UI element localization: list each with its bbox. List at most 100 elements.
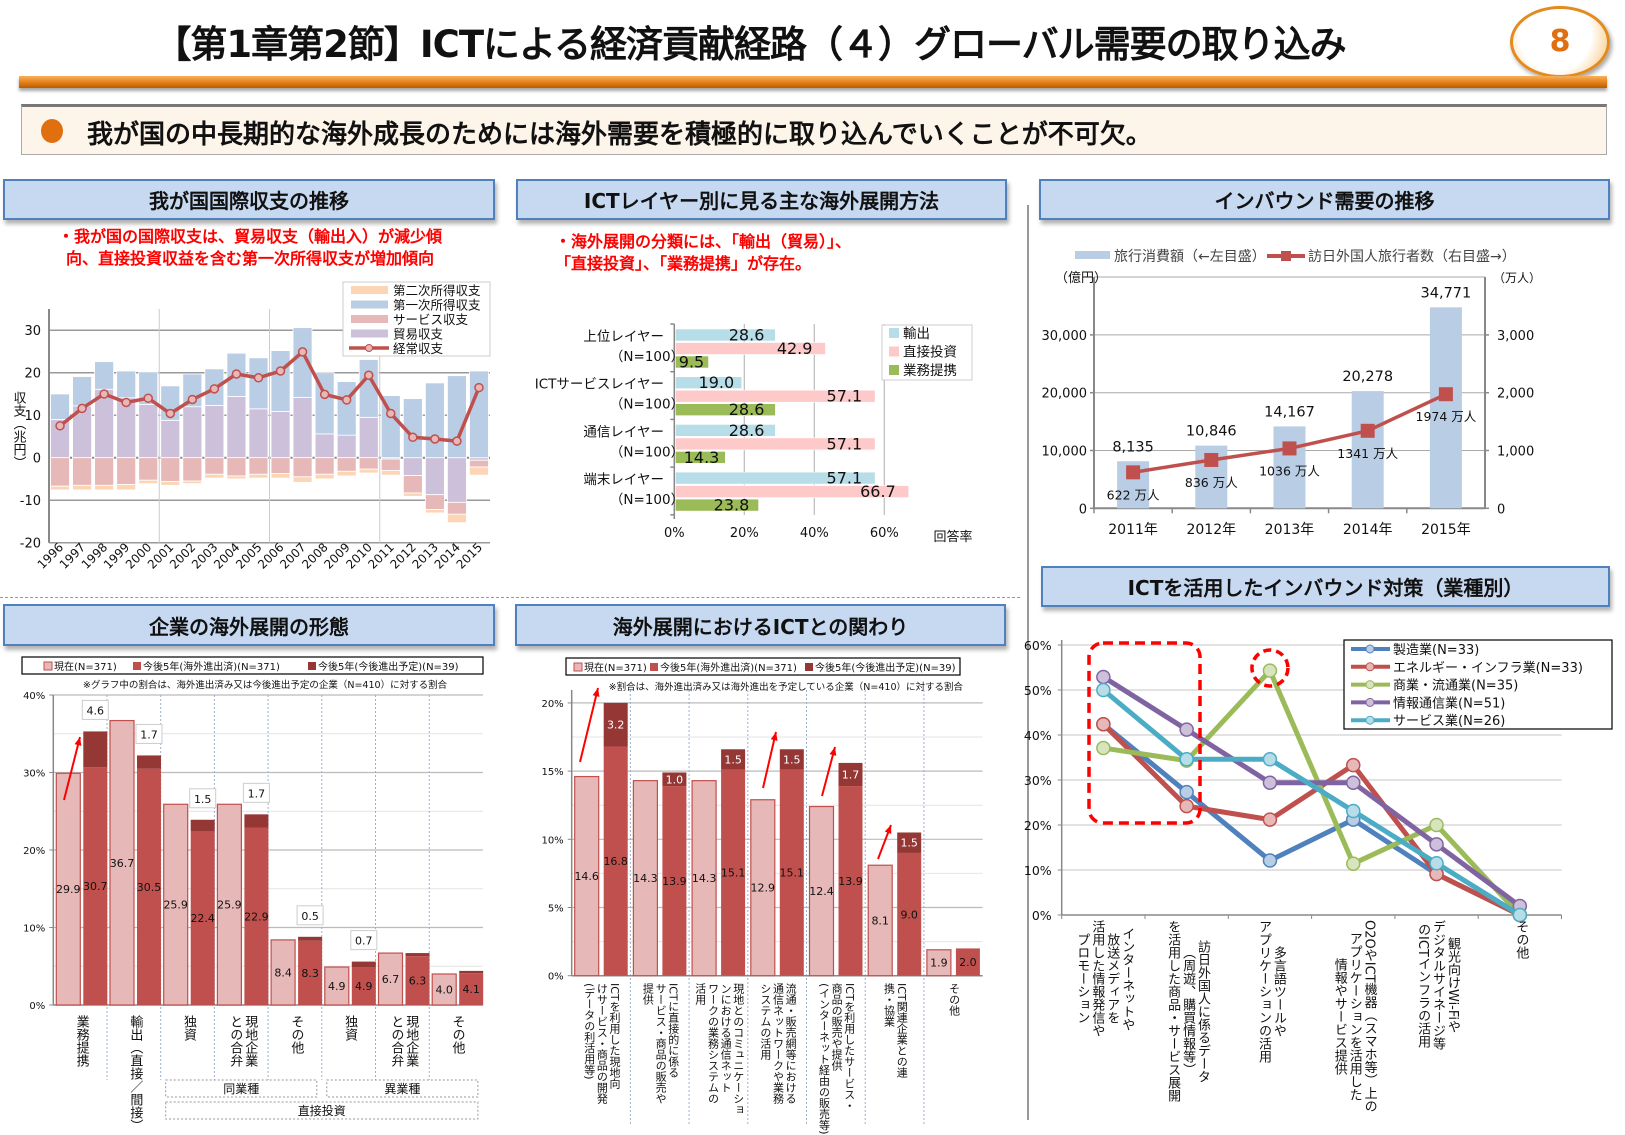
bar-第一次所得収支-2011 — [380, 395, 401, 459]
y-tick-label-right: 2,000 — [1497, 387, 1534, 402]
bar-サービス収支-2008 — [314, 457, 335, 475]
data-label-current: 25.9 — [163, 899, 188, 912]
data-label-future-existing: 30.5 — [137, 881, 162, 894]
data-label-current: 14.3 — [633, 872, 658, 885]
x-tick-label: 2015 — [454, 540, 485, 571]
point-サービス業(N=26) — [1096, 682, 1111, 698]
y-tick-label: 0 — [33, 452, 41, 467]
line-エネルギー・インフラ業(N=33) — [1101, 722, 1521, 918]
y-tick-label: 10% — [23, 924, 45, 935]
x-tick-label: 0% — [664, 526, 685, 541]
bar-サービス収支-2005 — [248, 457, 269, 475]
bar-第二次所得収支-2014 — [447, 513, 467, 524]
bar-future-planned — [137, 755, 161, 769]
legend-label: 商業・流通業(N=35) — [1393, 678, 1518, 694]
arrow-head-icon — [74, 737, 82, 746]
y-tick-label: 10 — [24, 409, 41, 424]
x-tick-label: 2012年 — [1186, 522, 1236, 538]
legend-marker-icon — [1365, 715, 1375, 725]
bar-業務提携 — [674, 403, 776, 417]
bar-サービス収支-2000 — [138, 457, 159, 481]
bar-travel-spending-2013年 — [1273, 426, 1306, 509]
data-label-future-planned: 1.5 — [783, 754, 801, 767]
legend: 現在(N=371) 今後5年(海外進出済)(N=371) 今後5年(今後進出予定)(… — [565, 657, 961, 676]
bar-future-planned — [190, 819, 215, 832]
bar-current — [109, 719, 135, 1006]
y-tick-label: 30 — [24, 324, 41, 339]
bar-直接投資 — [674, 389, 876, 403]
legend-label: 第一次所得収支 — [393, 298, 481, 313]
y-tick-label: -10 — [20, 494, 41, 509]
data-label: 14.3 — [684, 448, 720, 467]
section-header-inbound-measures: ICTを活用したインバウンド対策（業種別） — [1041, 566, 1610, 607]
bar-current — [632, 780, 659, 977]
category-label: ICTサービスレイヤー — [535, 377, 664, 393]
bar-第一次所得収支-1999 — [116, 370, 137, 399]
bar-data-label: 14,167 — [1264, 404, 1315, 420]
legend-marker-icon — [1365, 662, 1375, 672]
legend-swatch — [805, 663, 813, 671]
group-box-2 — [165, 1101, 479, 1120]
x-tick-label: 2014年 — [1343, 522, 1393, 538]
data-label: 9.5 — [679, 353, 704, 372]
point-current-account-2006 — [275, 366, 286, 376]
bar-サービス収支-2010 — [358, 457, 379, 470]
bar-travel-spending-2014年 — [1351, 391, 1384, 509]
bar-current — [750, 799, 776, 977]
line-サービス業(N=26) — [1101, 688, 1522, 918]
legend-box — [565, 657, 961, 676]
point-visitors-2013年 — [1282, 441, 1297, 456]
bar-サービス収支-2011 — [380, 458, 401, 471]
legend-label: 業務提携 — [903, 363, 957, 379]
bar-data-label: 10,846 — [1186, 424, 1237, 440]
point-current-account-1999 — [121, 397, 131, 408]
data-label-current: 12.4 — [809, 885, 834, 898]
bar-future-existing — [779, 769, 804, 976]
bar-貿易収支-2012 — [402, 457, 423, 476]
data-label-future-existing: 15.1 — [721, 867, 746, 880]
point-商業・流通業(N=35) — [1262, 663, 1278, 678]
y-tick-label: 10% — [541, 835, 563, 846]
y-tick-label: 30% — [1024, 773, 1052, 788]
bar-サービス収支-2012 — [402, 475, 423, 494]
data-label-future-existing: 30.7 — [83, 880, 108, 893]
point-current-account-1996 — [55, 421, 65, 431]
y-tick-label: -20 — [20, 537, 41, 552]
data-label-future-planned: 1.7 — [140, 728, 158, 741]
summary-text: 我が国の中長期的な海外成長のためには海外需要を積極的に取り込んでいくことが不可欠… — [87, 120, 1152, 150]
bar-future-existing — [897, 852, 922, 976]
bar-data-label: 20,278 — [1342, 369, 1393, 385]
ict-layer-note: ・海外展開の分類には、「輸出（貿易）」、 「直接投資」、「業務提携」が存在。 — [555, 232, 852, 273]
chart-overseas_form: 0% 10% 20% 30% 40% 29.9 30.7 4.6 36.730.5 1.7 25.9… — [21, 656, 484, 1120]
bar-current — [431, 973, 457, 1006]
page-title: 【第1章第2節】ICTによる経済貢献経路（４）グローバル需要の取り込み — [154, 23, 1346, 66]
data-label-future-planned: 4.6 — [87, 704, 105, 717]
bar-貿易収支-2008 — [314, 433, 335, 459]
bar-第二次所得収支-2011 — [380, 470, 401, 476]
legend-swatch — [573, 662, 583, 672]
bar-サービス収支-2013 — [424, 494, 445, 510]
bar-current — [867, 864, 893, 977]
bar-data-label: 8,135 — [1112, 439, 1154, 455]
bar-future-existing — [838, 786, 863, 976]
bar-future-planned — [662, 772, 687, 787]
point-visitors-2011年 — [1126, 465, 1141, 480]
bar-第二次所得収支-2010 — [358, 468, 379, 474]
bar-第一次所得収支-2006 — [270, 350, 291, 412]
data-label-current: 12.9 — [751, 882, 776, 895]
x-tick-label: 2015年 — [1421, 522, 1471, 538]
chart-ict_relation: 0% 5% 10% 15% 20% 14.6 16.8 3.2 14.3 13.9 1.0 14.3 1… — [541, 657, 983, 1125]
bar-current — [324, 966, 350, 1006]
bar-貿易収支-2013 — [424, 457, 445, 496]
y-tick-label: 0% — [1032, 908, 1052, 923]
bar-future-planned — [244, 814, 269, 828]
category-n-label: （N=100） — [610, 492, 684, 508]
y-tick-label-right: 3,000 — [1497, 329, 1534, 344]
bar-current — [216, 803, 242, 1006]
y-axis-label: 収支（兆円） — [11, 391, 27, 469]
red-arrow-icon — [762, 731, 777, 789]
data-label-current: 1.9 — [930, 957, 948, 970]
arrow-head-icon — [829, 747, 837, 756]
category-label: 端末レイヤー — [583, 472, 664, 488]
